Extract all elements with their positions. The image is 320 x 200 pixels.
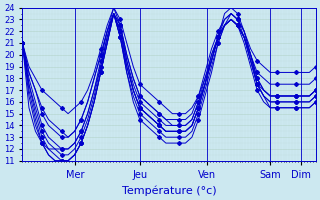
X-axis label: Température (°c): Température (°c) (122, 185, 216, 196)
